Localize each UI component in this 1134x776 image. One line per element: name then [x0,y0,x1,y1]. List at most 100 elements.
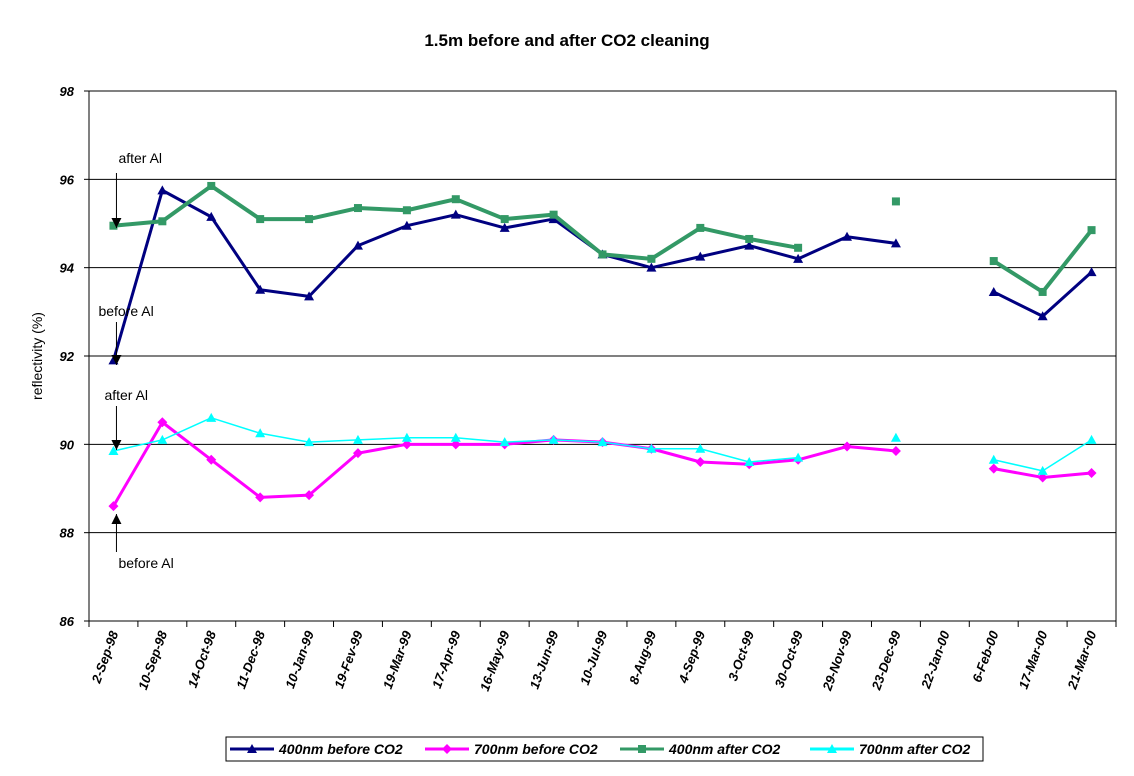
data-point [744,240,755,250]
data-point [793,452,804,462]
series-group [108,181,1097,512]
data-point [598,250,607,259]
annotation-label: before Al [118,555,173,571]
data-point [988,286,999,296]
series-400nm-before-co2 [108,185,1097,365]
data-point [451,195,460,204]
data-point [157,185,168,195]
data-point [988,454,999,464]
data-point [157,417,168,428]
data-point [304,291,315,301]
data-point [255,284,266,294]
data-point [793,253,804,263]
data-point [255,428,266,438]
data-point [646,262,657,272]
data-point [744,457,755,466]
data-point [548,434,559,444]
annotation-arrow-head [111,514,122,524]
annotations: after Al before Al after Al before Al [98,150,173,571]
data-point [304,437,315,447]
data-point [638,745,646,753]
data-point [158,217,167,226]
data-point [696,223,705,232]
data-point [549,210,558,219]
y-axis-label: reflectivity (%) [29,312,45,400]
data-point [745,234,754,243]
data-point [402,206,411,215]
chart-title: 1.5m before and after CO2 cleaning [424,31,709,50]
y-tick-label: 98 [60,84,75,99]
series-400nm-after-co2 [109,181,1096,296]
y-tick-label: 86 [60,614,75,629]
data-point [890,432,901,442]
data-point [499,437,510,447]
data-point [1087,226,1096,235]
legend-box [225,736,984,762]
data-point [109,221,118,230]
data-point [352,434,363,444]
data-point [989,257,998,266]
data-point [442,744,452,754]
annotation-arrow-head [111,355,122,365]
data-point [827,744,837,753]
data-point [352,448,363,459]
data-point [1037,311,1048,321]
data-point [647,254,656,263]
y-tick-label: 94 [60,261,75,276]
data-point [450,209,461,219]
data-point [988,463,999,474]
data-point [401,220,412,230]
data-point [890,445,901,456]
data-point [695,457,706,467]
data-point [842,231,853,241]
data-point [1086,468,1097,479]
data-point [401,439,412,450]
data-point [450,432,461,442]
data-point [108,445,119,455]
series-700nm-after-co2 [108,412,1097,475]
annotation-label: after Al [118,150,162,166]
annotation-label: before Al [98,303,153,319]
data-point [695,251,706,261]
data-point [794,243,803,252]
data-point [1037,465,1048,475]
data-point [891,197,900,206]
data-point [401,432,412,442]
data-point [695,443,706,453]
y-tick-label: 96 [60,172,75,187]
data-point [1037,472,1048,483]
data-point [206,412,217,422]
y-tick-label: 92 [60,349,75,364]
data-point [890,238,901,248]
data-point [206,211,217,221]
data-point [1086,267,1097,277]
annotation-arrow-head [111,218,122,228]
data-point [207,181,216,190]
data-point [842,441,853,452]
data-point [499,222,510,232]
y-axis: 86 88 90 92 94 96 98 [60,84,89,629]
data-point [352,240,363,250]
legend-label: 700nm after CO2 [859,741,970,757]
data-point [247,744,257,753]
data-point [157,434,168,444]
y-tick-label: 90 [60,437,75,452]
legend-label: 700nm before CO2 [474,741,598,757]
annotation-label: after Al [104,387,148,403]
data-point [108,501,119,512]
data-point [1086,434,1097,444]
data-point [1038,287,1047,296]
data-point [256,215,265,224]
data-point [450,439,461,450]
data-point [206,454,217,465]
data-point [597,437,608,447]
legend-label: 400nm after CO2 [668,741,780,757]
data-point [305,215,314,224]
data-point [646,443,657,453]
data-point [500,215,509,224]
data-point [304,490,315,501]
data-point [353,204,362,213]
data-point [255,492,266,503]
legend: 400nm before CO2 700nm before CO2 400nm af… [225,736,984,762]
